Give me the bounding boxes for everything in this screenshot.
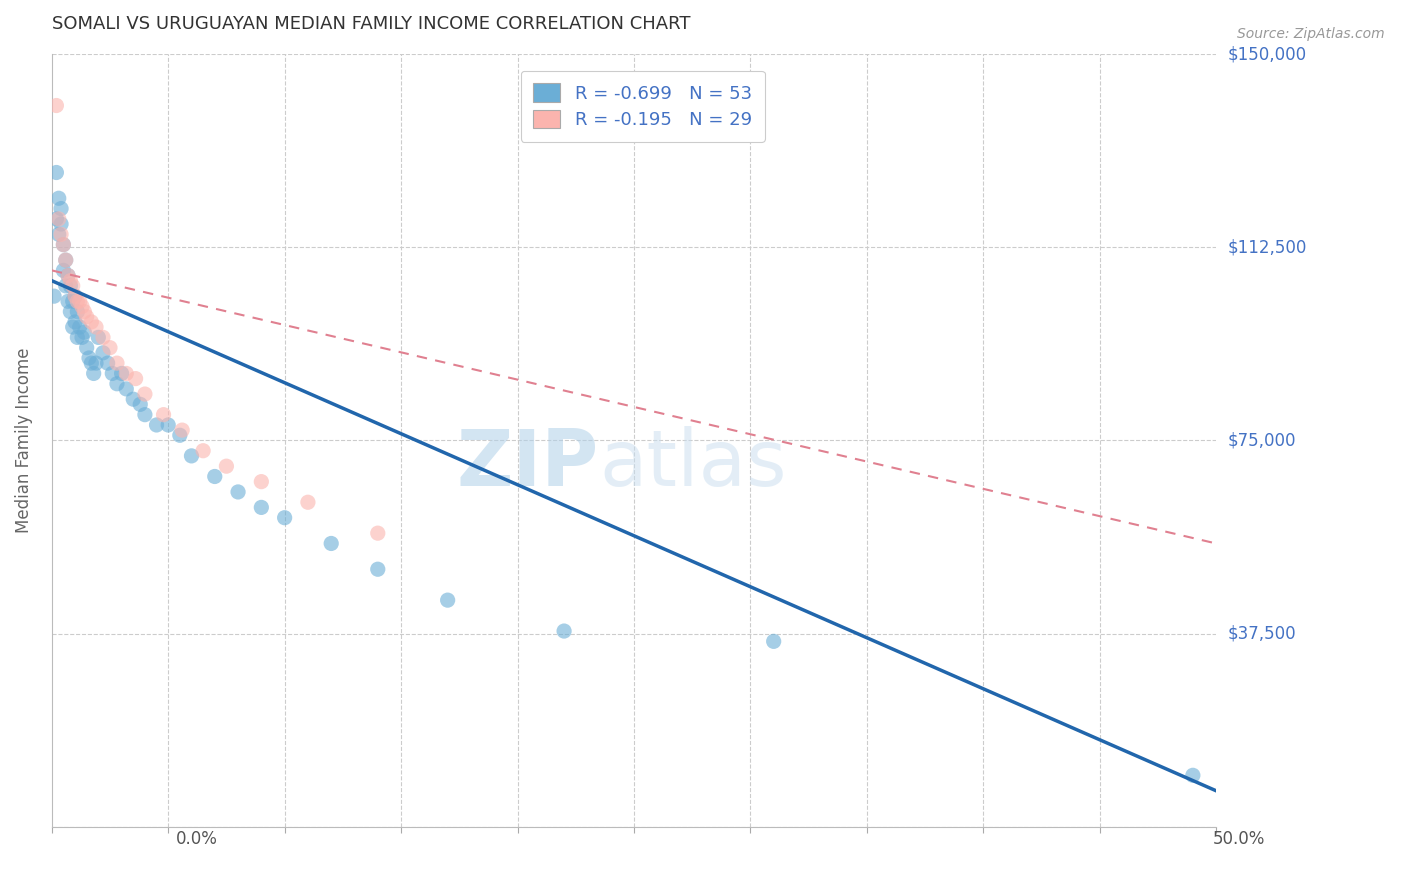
Point [83, 367, 105, 381]
Point [134, 387, 156, 401]
Point [56, 268, 79, 283]
Text: $75,000: $75,000 [1227, 432, 1296, 450]
Point [124, 371, 146, 385]
Point [436, 593, 458, 607]
Point [52, 237, 75, 252]
Point [49, 202, 72, 216]
Point [48, 211, 70, 226]
Point [55, 253, 77, 268]
Point [91, 346, 114, 360]
Point [115, 367, 138, 381]
Point [191, 443, 214, 458]
Point [76, 310, 98, 324]
Point [62, 294, 84, 309]
Point [49, 227, 72, 242]
Text: Source: ZipAtlas.com: Source: ZipAtlas.com [1237, 27, 1385, 41]
Point [73, 325, 96, 339]
Text: 50.0%: 50.0% [1213, 830, 1265, 847]
Point [115, 382, 138, 396]
Point [553, 624, 575, 638]
Point [77, 351, 100, 365]
Point [215, 459, 238, 474]
Text: $37,500: $37,500 [1227, 624, 1296, 642]
Point [66, 304, 89, 318]
Point [101, 367, 124, 381]
Point [367, 562, 389, 576]
Point [63, 315, 86, 329]
Point [70, 300, 93, 314]
Point [69, 320, 91, 334]
Point [52, 237, 75, 252]
Point [62, 278, 84, 293]
Point [226, 485, 249, 500]
Point [1181, 768, 1204, 782]
Point [105, 376, 128, 391]
Point [49, 217, 72, 231]
Point [59, 274, 82, 288]
Point [134, 408, 156, 422]
Point [80, 356, 103, 370]
Text: $112,500: $112,500 [1227, 238, 1306, 256]
Point [52, 263, 75, 277]
Point [97, 356, 120, 370]
Point [180, 449, 202, 463]
Point [169, 428, 191, 442]
Point [66, 294, 89, 309]
Point [152, 408, 174, 422]
Point [250, 500, 273, 515]
Text: 0.0%: 0.0% [176, 830, 218, 847]
Point [762, 634, 785, 648]
Point [105, 356, 128, 370]
Point [172, 423, 194, 437]
Point [69, 294, 91, 309]
Text: atlas: atlas [599, 425, 786, 501]
Point [56, 268, 79, 283]
Point [129, 397, 152, 411]
Point [55, 253, 77, 268]
Point [70, 330, 93, 344]
Point [45, 211, 67, 226]
Point [59, 278, 82, 293]
Point [66, 330, 89, 344]
Point [45, 98, 67, 112]
Point [122, 392, 145, 407]
Point [91, 330, 114, 344]
Point [367, 526, 389, 541]
Text: SOMALI VS URUGUAYAN MEDIAN FAMILY INCOME CORRELATION CHART: SOMALI VS URUGUAYAN MEDIAN FAMILY INCOME… [52, 15, 690, 33]
Point [42, 289, 65, 303]
Y-axis label: Median Family Income: Median Family Income [15, 348, 32, 533]
Point [204, 469, 226, 483]
Point [273, 510, 295, 524]
Point [73, 304, 96, 318]
Point [55, 278, 77, 293]
Point [157, 417, 180, 432]
Point [59, 304, 82, 318]
Point [321, 536, 343, 550]
Point [80, 315, 103, 329]
Point [110, 367, 132, 381]
Point [63, 289, 86, 303]
Point [45, 165, 67, 179]
Point [84, 320, 107, 334]
Point [76, 341, 98, 355]
Point [145, 417, 167, 432]
Point [84, 356, 107, 370]
Point [62, 320, 84, 334]
Legend: R = -0.699   N = 53, R = -0.195   N = 29: R = -0.699 N = 53, R = -0.195 N = 29 [520, 70, 765, 142]
Point [87, 330, 110, 344]
Text: $150,000: $150,000 [1227, 45, 1306, 63]
Point [250, 475, 273, 489]
Point [48, 227, 70, 242]
Point [63, 289, 86, 303]
Point [56, 294, 79, 309]
Point [297, 495, 319, 509]
Point [98, 341, 121, 355]
Text: ZIP: ZIP [457, 425, 599, 501]
Point [48, 191, 70, 205]
